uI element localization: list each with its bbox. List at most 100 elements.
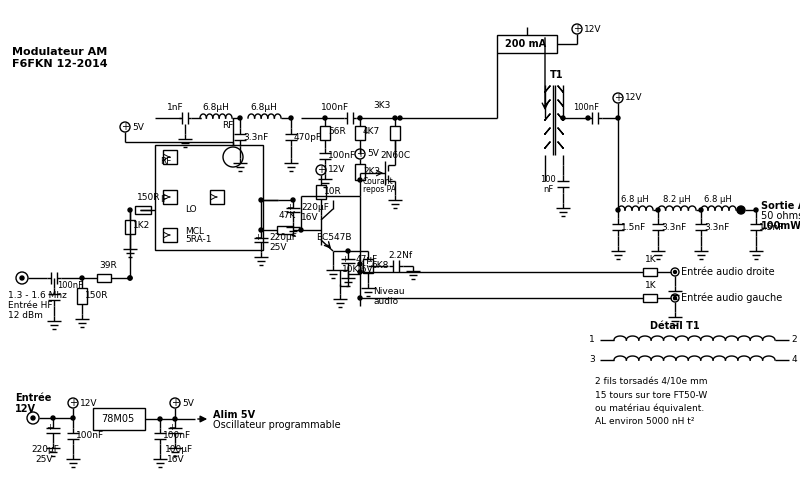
Text: 2N60C: 2N60C — [380, 150, 410, 160]
Circle shape — [128, 276, 132, 280]
Circle shape — [358, 262, 362, 266]
Bar — [316, 185, 326, 199]
Text: 56R: 56R — [328, 127, 346, 136]
Circle shape — [20, 276, 24, 280]
Circle shape — [754, 208, 758, 212]
Text: Oscillateur programmable: Oscillateur programmable — [213, 420, 341, 430]
Text: 25V: 25V — [35, 455, 53, 464]
Text: +: + — [286, 203, 294, 212]
Text: 47µF: 47µF — [356, 254, 378, 263]
Text: audio: audio — [373, 297, 398, 306]
Circle shape — [173, 417, 177, 421]
Text: 1.5nF: 1.5nF — [759, 224, 784, 233]
Text: ou matériau équivalent.: ou matériau équivalent. — [595, 403, 704, 413]
Circle shape — [238, 116, 242, 120]
Text: 39R: 39R — [99, 261, 117, 270]
Circle shape — [586, 116, 590, 120]
Circle shape — [616, 208, 620, 212]
Text: +: + — [254, 234, 262, 243]
Text: +: + — [317, 165, 325, 175]
Text: 220µF: 220µF — [269, 234, 297, 243]
Text: 1nF: 1nF — [166, 104, 183, 113]
Text: 3.3nF: 3.3nF — [704, 224, 730, 233]
Bar — [210, 190, 224, 204]
Text: BC547B: BC547B — [316, 233, 351, 242]
Text: Courant: Courant — [363, 178, 394, 186]
Bar — [355, 164, 365, 180]
Text: 12V: 12V — [80, 398, 98, 408]
Text: Niveau: Niveau — [373, 287, 405, 296]
Text: 200 mA: 200 mA — [505, 39, 546, 49]
Text: F6FKN 12-2014: F6FKN 12-2014 — [12, 59, 108, 69]
Text: 1.3 - 1.6 Mhz: 1.3 - 1.6 Mhz — [8, 292, 67, 301]
Circle shape — [259, 198, 263, 202]
Text: 3K3: 3K3 — [373, 102, 390, 111]
Text: Détail T1: Détail T1 — [650, 321, 700, 331]
Text: 78M05: 78M05 — [101, 414, 134, 424]
Bar — [643, 268, 657, 276]
Text: 1K: 1K — [645, 255, 657, 264]
Text: 5V: 5V — [367, 149, 379, 159]
Text: 100µF: 100µF — [165, 445, 193, 454]
Circle shape — [158, 417, 162, 421]
Text: +: + — [69, 398, 77, 408]
Text: 6.8µH: 6.8µH — [202, 104, 230, 113]
Text: 2: 2 — [791, 335, 797, 345]
Text: 100nF: 100nF — [57, 282, 83, 291]
Text: MCL: MCL — [185, 227, 204, 236]
Circle shape — [31, 416, 35, 420]
Text: 100nF: 100nF — [76, 432, 104, 440]
Text: T1: T1 — [550, 70, 563, 80]
Text: IF: IF — [160, 195, 168, 204]
Text: 4: 4 — [791, 356, 797, 365]
Text: +: + — [614, 93, 622, 103]
Circle shape — [699, 208, 703, 212]
Circle shape — [656, 208, 660, 212]
Circle shape — [346, 249, 350, 253]
Text: Modulateur AM: Modulateur AM — [12, 47, 107, 57]
Bar — [135, 206, 151, 214]
Text: 6.8 µH: 6.8 µH — [704, 195, 732, 204]
Circle shape — [128, 276, 132, 280]
Circle shape — [393, 116, 397, 120]
Text: 16V: 16V — [167, 455, 185, 464]
Bar — [497, 35, 557, 53]
Circle shape — [51, 416, 55, 420]
Text: 3.3nF: 3.3nF — [661, 224, 686, 233]
Text: 12V: 12V — [584, 24, 602, 34]
Text: +: + — [169, 424, 175, 433]
Text: 3: 3 — [589, 356, 595, 365]
Text: 4K7: 4K7 — [363, 127, 380, 136]
Text: 16V: 16V — [356, 264, 374, 273]
Circle shape — [358, 116, 362, 120]
Text: 10R: 10R — [324, 187, 342, 196]
Text: +: + — [342, 254, 349, 263]
Text: 8.2 µH: 8.2 µH — [663, 195, 691, 204]
Text: Entrée audio droite: Entrée audio droite — [681, 267, 774, 277]
Text: 2.2Nf: 2.2Nf — [388, 251, 412, 260]
Circle shape — [398, 116, 402, 120]
Circle shape — [674, 297, 677, 300]
Bar — [163, 228, 177, 242]
Text: 6.8 µH: 6.8 µH — [621, 195, 649, 204]
Circle shape — [737, 206, 745, 214]
Text: 150R: 150R — [137, 193, 161, 202]
Circle shape — [289, 116, 293, 120]
Bar — [320, 126, 330, 140]
Bar — [97, 274, 111, 282]
Text: +: + — [573, 24, 581, 34]
Bar — [390, 126, 400, 140]
Text: 12V: 12V — [328, 166, 346, 175]
Bar — [363, 259, 373, 273]
Bar — [163, 190, 177, 204]
Text: +: + — [121, 122, 129, 132]
Text: +: + — [356, 149, 364, 159]
Text: RF: RF — [222, 122, 234, 130]
Circle shape — [71, 416, 75, 420]
Text: +: + — [46, 424, 54, 433]
Text: 5RA-1: 5RA-1 — [185, 236, 211, 245]
Circle shape — [358, 178, 362, 182]
Text: 12V: 12V — [15, 404, 36, 414]
Text: LO: LO — [185, 205, 197, 214]
Circle shape — [561, 116, 565, 120]
